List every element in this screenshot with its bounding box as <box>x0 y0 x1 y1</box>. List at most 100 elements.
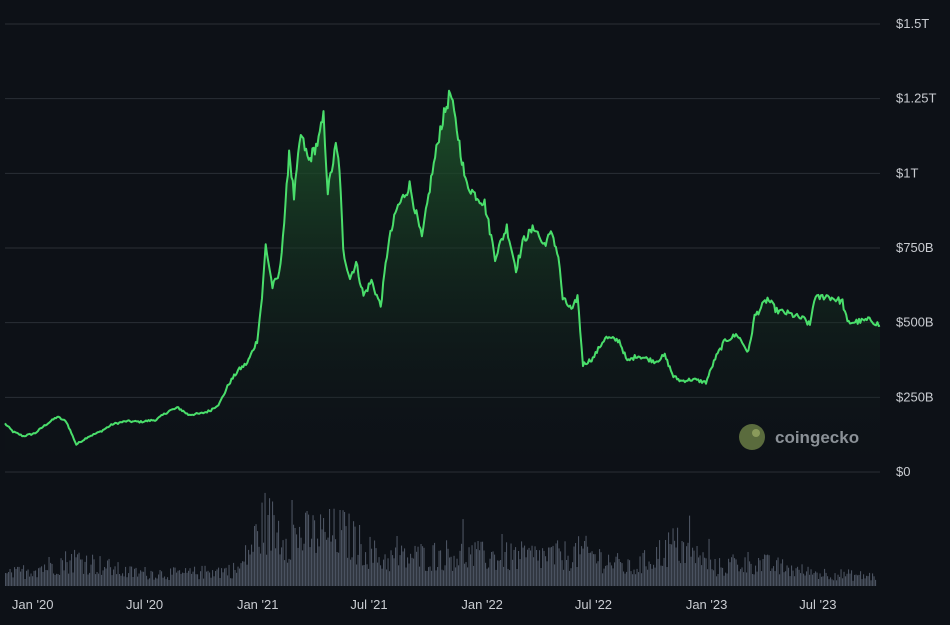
volume-bar <box>701 565 703 586</box>
volume-bar <box>456 558 458 586</box>
volume-bar <box>432 545 434 586</box>
volume-bar <box>672 528 674 586</box>
volume-bar <box>324 531 326 586</box>
volume-bar <box>120 575 122 586</box>
volume-bar <box>126 577 128 586</box>
volume-bar <box>198 579 200 586</box>
volume-bar <box>258 546 260 586</box>
volume-bar <box>398 565 400 586</box>
volume-bar <box>660 565 662 586</box>
volume-bar <box>752 574 754 586</box>
volume-bar <box>702 552 704 586</box>
volume-bar <box>201 565 203 586</box>
volume-bar <box>767 554 769 586</box>
volume-bar <box>584 541 586 586</box>
volume-bar <box>573 546 575 586</box>
price-line <box>4 89 881 446</box>
volume-bar <box>341 530 343 586</box>
volume-bar <box>260 553 262 586</box>
volume-bar <box>225 567 227 586</box>
volume-bar <box>368 568 370 586</box>
volume-bar <box>725 572 727 586</box>
volume-bar <box>69 560 71 586</box>
volume-bar <box>603 568 605 586</box>
volume-bar <box>351 557 353 586</box>
volume-bar <box>360 544 362 586</box>
volume-bar <box>9 569 11 586</box>
volume-bar <box>335 539 337 586</box>
volume-bar <box>669 544 671 586</box>
volume-bar <box>296 534 298 586</box>
volume-bar <box>243 561 245 586</box>
volume-bar <box>134 568 136 586</box>
volume-bar <box>92 554 94 586</box>
volume-bar <box>294 528 296 586</box>
volume-bar <box>476 549 478 586</box>
volume-bar <box>471 545 473 586</box>
volume-bar <box>825 572 827 586</box>
volume-bar <box>542 548 544 586</box>
volume-bar <box>333 508 335 586</box>
volume-bar <box>15 569 17 586</box>
volume-bar <box>54 575 56 586</box>
volume-bar <box>299 526 301 586</box>
volume-bar <box>80 559 82 586</box>
volume-bar <box>288 558 290 586</box>
volume-bar <box>255 524 257 586</box>
volume-bar <box>543 550 545 586</box>
volume-bar <box>123 576 125 586</box>
volume-bar <box>162 577 164 586</box>
volume-bar <box>357 554 359 586</box>
volume-bar <box>65 551 67 586</box>
volume-bar <box>302 550 304 586</box>
volume-bar <box>419 566 421 586</box>
volume-bar <box>480 541 482 586</box>
volume-bar <box>513 549 515 586</box>
volume-bar <box>186 572 188 586</box>
volume-bar <box>467 567 469 586</box>
volume-bar <box>158 574 160 586</box>
volume-bar <box>473 565 475 586</box>
volume-bar <box>713 570 715 586</box>
volume-bar <box>617 553 619 586</box>
volume-bar <box>161 571 163 586</box>
volume-bar <box>747 552 749 586</box>
volume-bar <box>635 574 637 586</box>
volume-bar <box>107 560 109 586</box>
volume-bar <box>371 548 373 586</box>
volume-bar <box>864 578 866 586</box>
volume-bar <box>249 554 251 586</box>
volume-bar <box>372 562 374 586</box>
volume-bar <box>203 578 205 586</box>
volume-bar <box>716 576 718 586</box>
volume-bar <box>743 572 745 586</box>
volume-bar <box>656 547 658 586</box>
volume-bar <box>840 569 842 586</box>
volume-bar <box>822 576 824 586</box>
volume-bar <box>623 571 625 586</box>
volume-bar <box>729 562 731 586</box>
volume-bar <box>626 571 628 586</box>
volume-bar <box>143 571 145 586</box>
volume-bar <box>86 555 88 586</box>
volume-bar <box>765 555 767 586</box>
volume-bar <box>233 562 235 586</box>
volume-bar <box>875 579 877 586</box>
volume-bar <box>345 526 347 586</box>
volume-bar <box>267 515 269 586</box>
volume-bar <box>195 574 197 586</box>
volume-bar <box>531 545 533 586</box>
volume-bar <box>731 557 733 586</box>
y-tick-label: $0 <box>896 464 910 479</box>
volume-bar <box>392 555 394 586</box>
volume-bar <box>431 570 433 586</box>
volume-bar <box>227 575 229 586</box>
volume-bar <box>32 576 34 586</box>
volume-bar <box>510 543 512 586</box>
volume-bar <box>569 570 571 586</box>
volume-bar <box>128 573 130 586</box>
volume-bar <box>657 558 659 586</box>
volume-bar <box>384 554 386 586</box>
volume-bar <box>426 571 428 586</box>
